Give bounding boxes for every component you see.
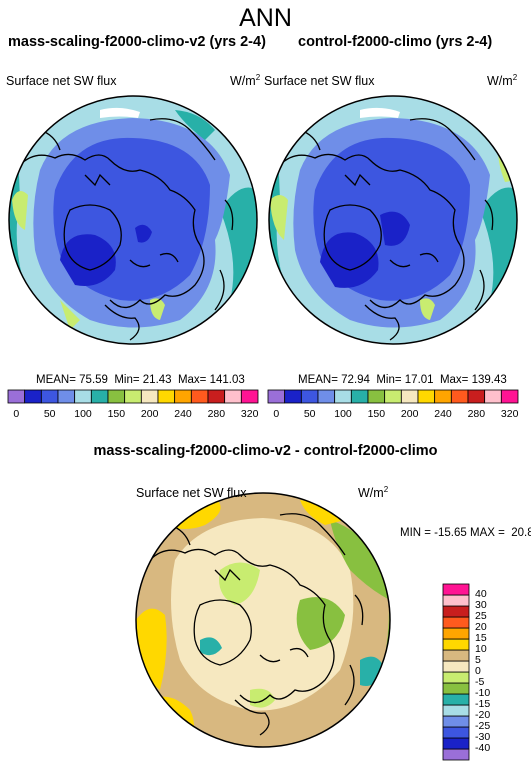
colorbar-panel-2-swatch: [500, 389, 519, 404]
colorbar-panel-1-swatch: [24, 389, 42, 404]
colorbar-difference-swatch: [442, 594, 470, 607]
panel-1-stats: MEAN= 75.59 Min= 21.43 Max= 141.03: [36, 374, 245, 386]
colorbar-panel-1-swatch: [240, 389, 259, 404]
colorbar-difference-tick-label: -40: [475, 742, 491, 754]
colorbar-panel-1-swatch: [7, 389, 26, 404]
colorbar-difference-tick-label: -15: [475, 698, 491, 710]
colorbar-panel-2-swatch: [484, 389, 502, 404]
colorbar-panel-1-tick-label: 150: [107, 408, 126, 420]
colorbar-panel-1-swatch: [90, 389, 109, 404]
colorbar-panel-1-swatch: [140, 389, 159, 404]
colorbar-panel-1-swatch: [174, 389, 192, 404]
panel-2-title: control-f2000-climo (yrs 2-4): [298, 34, 493, 50]
colorbar-panel-2-swatch: [334, 389, 352, 404]
colorbar-panel-2-swatch: [467, 389, 486, 404]
panel-2-units-label: W/m2: [487, 72, 518, 88]
colorbar-difference: [442, 583, 470, 761]
map-panel-2: [269, 96, 517, 344]
colorbar-panel-2-tick-label: 100: [334, 408, 352, 420]
colorbar-panel-1-tick-label: 240: [174, 408, 192, 420]
colorbar-difference-swatch: [442, 726, 470, 739]
colorbar-panel-1-swatch: [157, 389, 176, 404]
colorbar-panel-2-swatch: [434, 389, 452, 404]
colorbar-panel-1-tick-label: 200: [140, 408, 159, 420]
colorbar-panel-1-swatch: [190, 389, 209, 404]
panel-1-units-label: W/m2: [230, 72, 261, 88]
colorbar-panel-1-tick-label: 100: [74, 408, 92, 420]
colorbar-panel-2: [267, 389, 519, 404]
colorbar-panel-1-swatch: [224, 389, 242, 404]
colorbar-panel-2-swatch: [367, 389, 386, 404]
colorbar-panel-2-swatch: [400, 389, 419, 404]
colorbar-difference-swatch: [442, 737, 470, 750]
map-difference: [136, 493, 390, 747]
colorbar-difference-swatch: [442, 715, 470, 728]
colorbar-panel-1: [7, 389, 259, 404]
colorbar-difference-swatch: [442, 605, 470, 618]
colorbar-difference-tick-label: 40: [475, 588, 487, 600]
colorbar-panel-2-tick-label: 320: [500, 408, 519, 420]
difference-variable-label: Surface net SW flux: [136, 486, 247, 500]
panel-1-variable-label: Surface net SW flux: [6, 74, 117, 88]
colorbar-panel-2-tick-label: 200: [400, 408, 419, 420]
colorbar-difference-swatch: [442, 693, 470, 706]
colorbar-difference-tick-label: -20: [475, 709, 491, 721]
colorbar-panel-2-swatch: [350, 389, 369, 404]
colorbar-panel-2-swatch: [267, 389, 286, 404]
main-title: ANN: [239, 4, 292, 32]
colorbar-panel-2-tick-label: 240: [434, 408, 452, 420]
colorbar-panel-2-swatch: [384, 389, 402, 404]
colorbar-difference-swatch: [442, 748, 470, 761]
colorbar-panel-1-swatch: [124, 389, 142, 404]
colorbar-difference-tick-label: 10: [475, 643, 487, 655]
colorbar-panel-2-swatch: [284, 389, 302, 404]
map-panel-1: [9, 96, 257, 344]
colorbar-difference-tick-label: -5: [475, 676, 485, 688]
colorbar-difference-tick-label: 0: [475, 665, 481, 677]
colorbar-panel-1-swatch: [74, 389, 92, 404]
colorbar-panel-2-swatch: [450, 389, 469, 404]
colorbar-difference-tick-label: 30: [475, 599, 487, 611]
difference-minmax: MIN = -15.65 MAX = 20.89: [400, 527, 531, 539]
panel-2-variable-label: Surface net SW flux: [264, 74, 375, 88]
colorbar-panel-2-swatch: [317, 389, 336, 404]
colorbar-panel-1-swatch: [57, 389, 76, 404]
colorbar-difference-tick-label: 20: [475, 621, 487, 633]
colorbar-difference-swatch: [442, 583, 470, 596]
colorbar-panel-1-tick-label: 0: [13, 408, 20, 420]
colorbar-difference-swatch: [442, 627, 470, 640]
colorbar-difference-swatch: [442, 704, 470, 717]
colorbar-panel-1-swatch: [207, 389, 226, 404]
colorbar-difference-tick-label: -10: [475, 687, 491, 699]
colorbar-panel-2-tick-label: 50: [303, 408, 316, 420]
colorbar-panel-2-swatch: [417, 389, 436, 404]
colorbar-difference-tick-label: -30: [475, 731, 491, 743]
colorbar-difference-tick-label: 15: [475, 632, 487, 644]
difference-units-label: W/m2: [358, 484, 389, 500]
colorbar-panel-2-swatch: [300, 389, 319, 404]
colorbar-panel-2-tick-label: 0: [273, 408, 280, 420]
colorbar-difference-tick-label: 25: [475, 610, 487, 622]
difference-title: mass-scaling-f2000-climo-v2 - control-f2…: [93, 443, 438, 459]
panel-2-stats: MEAN= 72.94 Min= 17.01 Max= 139.43: [298, 374, 507, 386]
colorbar-panel-2-tick-label: 150: [367, 408, 386, 420]
colorbar-panel-1-tick-label: 50: [43, 408, 56, 420]
colorbar-panel-1-tick-label: 280: [207, 408, 226, 420]
colorbar-difference-swatch: [442, 649, 470, 662]
colorbar-difference-swatch: [442, 671, 470, 684]
colorbar-panel-2-tick-label: 280: [467, 408, 486, 420]
colorbar-difference-tick-label: 5: [475, 654, 481, 666]
colorbar-panel-1-swatch: [40, 389, 59, 404]
colorbar-difference-tick-label: -25: [475, 720, 491, 732]
colorbar-difference-swatch: [442, 616, 470, 629]
colorbar-panel-1-swatch: [107, 389, 126, 404]
panel-1-title: mass-scaling-f2000-climo-v2 (yrs 2-4): [8, 34, 266, 50]
colorbar-panel-1-tick-label: 320: [240, 408, 259, 420]
colorbar-difference-swatch: [442, 638, 470, 651]
colorbar-difference-swatch: [442, 682, 470, 695]
colorbar-difference-swatch: [442, 660, 470, 673]
